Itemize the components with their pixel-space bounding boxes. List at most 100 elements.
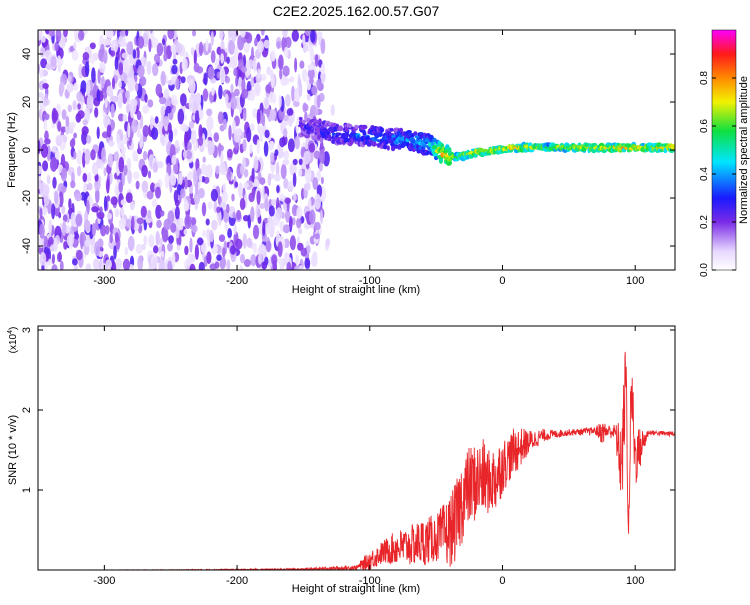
spectrogram-noise-cell — [82, 172, 88, 183]
spectrogram-noise-cell — [239, 197, 246, 211]
spectrogram-noise-cell — [263, 39, 270, 49]
spectrogram-noise-cell — [240, 30, 246, 38]
spectrogram-signal-cell — [361, 124, 368, 130]
spectrogram-noise-cell — [303, 183, 311, 191]
spectrogram-noise-cell — [238, 182, 243, 199]
spectrogram-noise-cell — [90, 54, 95, 65]
spectrogram-noise-cell — [66, 233, 74, 247]
spectrogram-noise-cell — [91, 222, 96, 237]
spectrogram-noise-cell — [174, 140, 180, 149]
spectrogram-noise-cell — [101, 147, 107, 163]
spectrogram-noise-cell — [295, 120, 300, 134]
spectrogram-noise-cell — [258, 125, 263, 137]
spectrogram-noise-cell — [270, 152, 275, 163]
spectrogram-noise-cell — [246, 237, 253, 248]
spectrogram-noise-cell — [208, 229, 214, 243]
spectrogram-noise-cell — [39, 223, 45, 239]
spectrogram-noise-cell — [132, 49, 137, 59]
spectrogram-noise-cell — [167, 30, 175, 40]
spectrogram-noise-cell — [86, 172, 92, 183]
spectrogram-noise-cell — [152, 161, 158, 173]
spectrogram-noise-cell — [286, 261, 292, 270]
spectrogram-noise-cell — [155, 204, 163, 219]
spectrogram-noise-cell — [264, 197, 269, 212]
spectrogram-noise-cell — [51, 264, 58, 270]
spectrogram-noise-cell — [222, 183, 226, 192]
spectrogram-noise-cell — [287, 138, 295, 153]
spectrogram-ylabel: Frequency (Hz) — [6, 112, 18, 188]
spectrogram-y-tick-label: -20 — [21, 190, 33, 206]
spectrogram-noise-cell — [190, 47, 195, 56]
spectrogram-y-tick-label: 40 — [21, 48, 33, 60]
spectrogram-noise-cell — [178, 172, 183, 185]
spectrogram-noise-cell — [220, 53, 225, 64]
spectrogram-marks — [38, 30, 675, 270]
spectrogram-noise-cell — [257, 208, 261, 218]
spectrogram-noise-cell — [73, 265, 78, 270]
spectrogram-noise-cell — [118, 95, 123, 109]
spectrogram-noise-cell — [126, 41, 134, 55]
spectrogram-noise-cell — [73, 82, 79, 92]
spectrogram-noise-cell — [193, 139, 199, 152]
spectrogram-noise-cell — [84, 151, 91, 165]
spectrogram-noise-cell — [60, 167, 68, 182]
spectrogram-noise-cell — [105, 259, 112, 270]
spectrogram-noise-cell — [228, 125, 232, 141]
spectrogram-noise-cell — [83, 219, 91, 232]
spectrogram-noise-cell — [318, 162, 323, 172]
spectrogram-noise-cell — [91, 67, 96, 84]
spectrogram-signal-cell — [386, 145, 390, 151]
spectrogram-noise-cell — [94, 107, 99, 118]
spectrogram-noise-cell — [57, 121, 62, 132]
spectrogram-noise-cell — [177, 108, 185, 125]
spectrogram-noise-cell — [302, 103, 309, 112]
spectrogram-noise-cell — [94, 178, 101, 191]
spectrogram-noise-cell — [250, 206, 255, 223]
spectrogram-noise-cell — [283, 224, 290, 234]
spectrogram-noise-cell — [95, 187, 100, 204]
spectrogram-noise-cell — [321, 62, 325, 75]
spectrogram-noise-cell — [246, 126, 252, 143]
spectrogram-noise-cell — [111, 95, 119, 103]
spectrogram-noise-cell — [153, 245, 159, 254]
colorbar-tick-label: 0.8 — [699, 71, 710, 85]
spectrogram-noise-cell — [294, 135, 300, 150]
spectrogram-noise-cell — [43, 119, 48, 131]
spectrogram-noise-cell — [164, 133, 169, 146]
spectrogram-noise-cell — [175, 78, 180, 90]
spectrogram-noise-cell — [127, 169, 132, 184]
spectrogram-noise-cell — [319, 149, 325, 165]
spectrogram-noise-cell — [135, 243, 143, 255]
spectrogram-noise-cell — [148, 38, 152, 53]
spectrogram-noise-cell — [307, 197, 312, 209]
spectrogram-noise-cell — [105, 225, 110, 235]
spectrogram-y-tick-label: -40 — [21, 238, 33, 254]
spectrogram-noise-cell — [198, 104, 202, 120]
spectrogram-noise-cell — [201, 230, 207, 237]
spectrogram-noise-cell — [312, 177, 319, 190]
snr-xlabel: Height of straight line (km) — [292, 583, 420, 595]
spectrogram-noise-cell — [167, 79, 175, 86]
spectrogram-noise-cell — [118, 217, 126, 230]
spectrogram-noise-cell — [63, 241, 68, 250]
spectrogram-noise-cell — [139, 56, 147, 68]
spectrogram-noise-cell — [252, 108, 258, 118]
spectrogram-noise-cell — [265, 84, 271, 94]
spectrogram-noise-cell — [144, 93, 148, 103]
spectrogram-noise-cell — [257, 215, 262, 224]
spectrogram-noise-cell — [155, 186, 161, 199]
spectrogram-noise-cell — [198, 261, 205, 270]
spectrogram-noise-cell — [283, 252, 290, 262]
spectrogram-noise-cell — [198, 41, 204, 57]
spectrogram-noise-cell — [104, 38, 112, 46]
colorbar-tick-label: 0.0 — [699, 263, 710, 277]
spectrogram-noise-cell — [274, 173, 281, 182]
spectrogram-noise-cell — [125, 192, 133, 203]
spectrogram-noise-cell — [167, 242, 173, 252]
spectrogram-noise-cell — [103, 167, 107, 177]
spectrogram-noise-cell — [67, 104, 73, 113]
spectrogram-noise-cell — [72, 100, 77, 111]
spectrogram-noise-cell — [241, 66, 247, 73]
spectrogram-noise-cell — [63, 30, 68, 38]
spectrogram-noise-cell — [259, 203, 266, 209]
